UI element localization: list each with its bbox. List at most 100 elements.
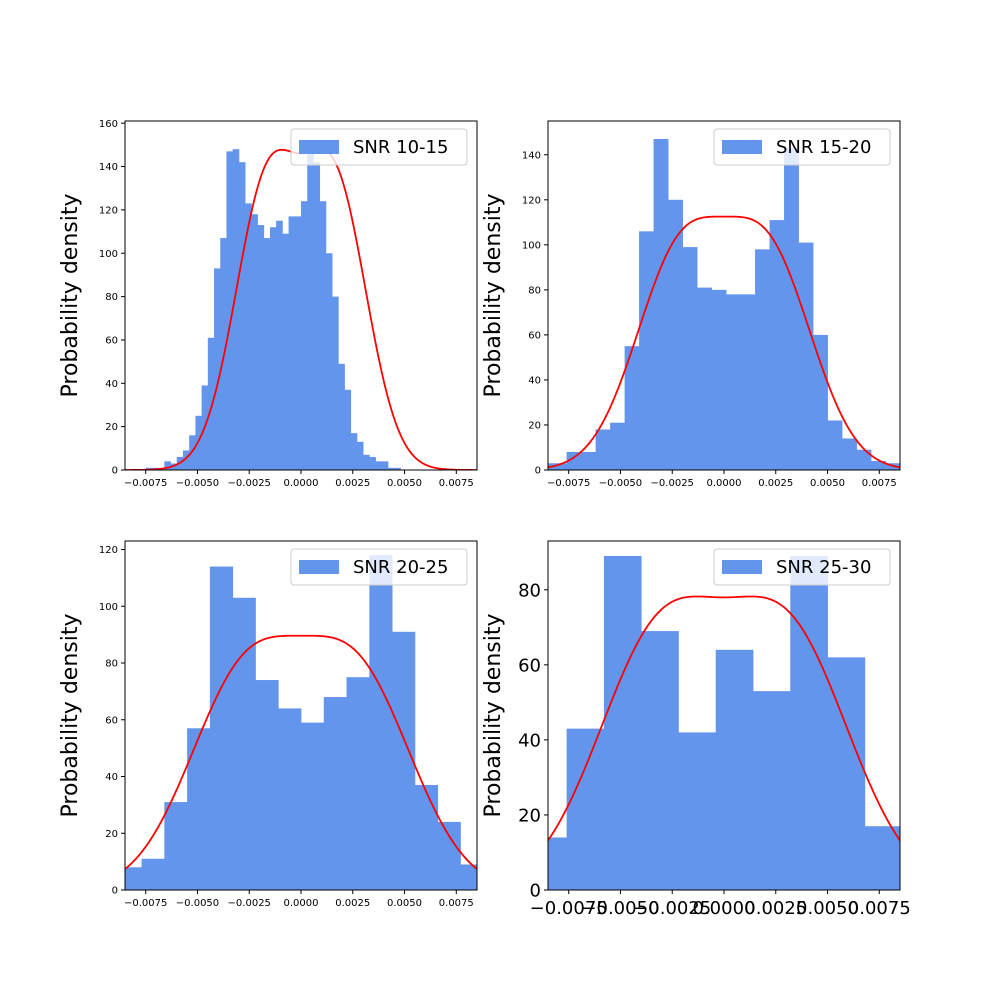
histogram-bar <box>189 435 196 470</box>
histogram-bar <box>437 821 461 890</box>
y-tick-label: 120 <box>99 545 118 556</box>
y-tick-label: 100 <box>99 249 118 260</box>
histogram-bar <box>392 631 416 890</box>
histogram-bar <box>269 227 277 470</box>
histogram-bar <box>784 148 799 470</box>
legend-label: SNR 15-20 <box>776 137 871 158</box>
density-curve <box>125 634 477 870</box>
histogram-bar <box>678 732 717 890</box>
histogram-bar <box>864 826 900 890</box>
histogram-bar <box>232 149 240 470</box>
histogram-bar <box>369 456 376 470</box>
legend-swatch <box>722 140 762 154</box>
histogram-bar <box>238 162 246 470</box>
x-tick-label: −0.0025 <box>633 898 711 919</box>
histogram-bar <box>668 199 683 470</box>
y-tick-label: 0 <box>112 466 118 477</box>
histogram-bar <box>255 680 279 890</box>
histogram-bar <box>288 216 296 470</box>
histogram-bar <box>187 728 211 890</box>
legend-box <box>713 548 891 586</box>
density-curve <box>548 215 900 469</box>
histogram-bar <box>369 555 393 890</box>
x-tick-label: 0.0025 <box>744 898 807 919</box>
histogram-bar <box>394 467 401 470</box>
legend-box <box>290 548 468 586</box>
x-tick-label: −0.0050 <box>176 478 219 489</box>
histogram-bar <box>164 461 171 470</box>
y-tick-label: 0 <box>530 880 541 901</box>
histogram-bar <box>842 438 857 470</box>
histogram-bar <box>697 287 712 470</box>
y-tick-label: 60 <box>518 655 541 676</box>
x-tick-label: −0.0075 <box>124 898 167 909</box>
legend-label: SNR 20-25 <box>353 557 448 578</box>
histogram-bar <box>548 837 568 890</box>
histogram-bar <box>653 139 669 470</box>
histogram-bar <box>387 467 395 470</box>
y-tick-label: 60 <box>105 336 118 347</box>
histogram-bar <box>711 289 727 470</box>
density-curve <box>548 595 900 841</box>
histogram-bar <box>581 451 597 470</box>
histogram-bar <box>798 242 814 470</box>
x-tick-label: −0.0025 <box>651 478 694 489</box>
histogram-bar <box>610 422 626 470</box>
y-tick-label: 40 <box>105 772 118 783</box>
y-tick-label: 20 <box>518 805 541 826</box>
legend-box <box>290 128 468 166</box>
x-tick-label: 0.0000 <box>284 478 319 489</box>
x-tick-label: −0.0075 <box>124 478 167 489</box>
histogram-bar <box>182 450 190 470</box>
histogram-bar <box>363 454 370 470</box>
x-tick-label: 0.0075 <box>439 898 474 909</box>
histogram-bar <box>813 334 828 470</box>
plot-area <box>548 139 900 470</box>
histogram-bar <box>356 441 364 470</box>
y-tick-label: 100 <box>99 602 118 613</box>
legend-swatch <box>299 560 339 574</box>
histogram-bar <box>232 597 256 890</box>
histogram-bar <box>740 294 756 470</box>
histogram-bar <box>276 220 283 470</box>
legend-box <box>713 128 891 166</box>
y-tick-label: 80 <box>105 659 118 670</box>
y-tick-label: 100 <box>522 240 541 251</box>
plot-area <box>125 555 477 890</box>
histogram-bar <box>769 220 785 470</box>
y-axis-label: Probability density <box>58 614 83 818</box>
histogram-bar <box>251 214 258 470</box>
histogram-bar <box>624 346 640 470</box>
panel-1: −0.0075 −0.0050 −0.0025 0.0000 0.0025 0.0050 0… <box>58 119 478 489</box>
y-tick-label: 40 <box>528 376 541 387</box>
x-tick-label: 0.0075 <box>848 898 911 919</box>
histogram-bar <box>257 225 265 470</box>
histogram-bar <box>755 249 770 470</box>
legend: SNR 20-25 <box>290 548 468 586</box>
histogram-bar <box>313 162 321 470</box>
histogram-bar <box>460 864 477 890</box>
histogram-bar <box>282 233 289 470</box>
x-tick-label: −0.0025 <box>228 478 271 489</box>
panel-2: −0.0075 −0.0050 −0.0025 0.0000 0.0025 0.0050 0… <box>481 120 901 489</box>
y-tick-label: 120 <box>99 205 118 216</box>
histogram-bar <box>323 697 347 890</box>
x-tick-label: −0.0050 <box>581 898 659 919</box>
histogram-bar <box>226 151 234 470</box>
histogram-bar <box>301 722 325 890</box>
histogram-bar <box>375 461 383 470</box>
y-tick-label: 60 <box>105 715 118 726</box>
histogram-bar <box>682 247 698 470</box>
histogram-bar <box>325 253 333 470</box>
y-tick-label: 20 <box>528 421 541 432</box>
histogram-bar <box>245 203 252 470</box>
y-tick-label: 120 <box>522 195 541 206</box>
histogram-bar <box>856 449 872 470</box>
legend: SNR 25-30 <box>713 548 891 586</box>
legend: SNR 10-15 <box>290 128 468 166</box>
histogram-bar <box>214 268 221 470</box>
histogram-bar <box>263 238 271 470</box>
x-tick-label: 0.0050 <box>796 898 859 919</box>
x-tick-label: −0.0050 <box>176 898 219 909</box>
